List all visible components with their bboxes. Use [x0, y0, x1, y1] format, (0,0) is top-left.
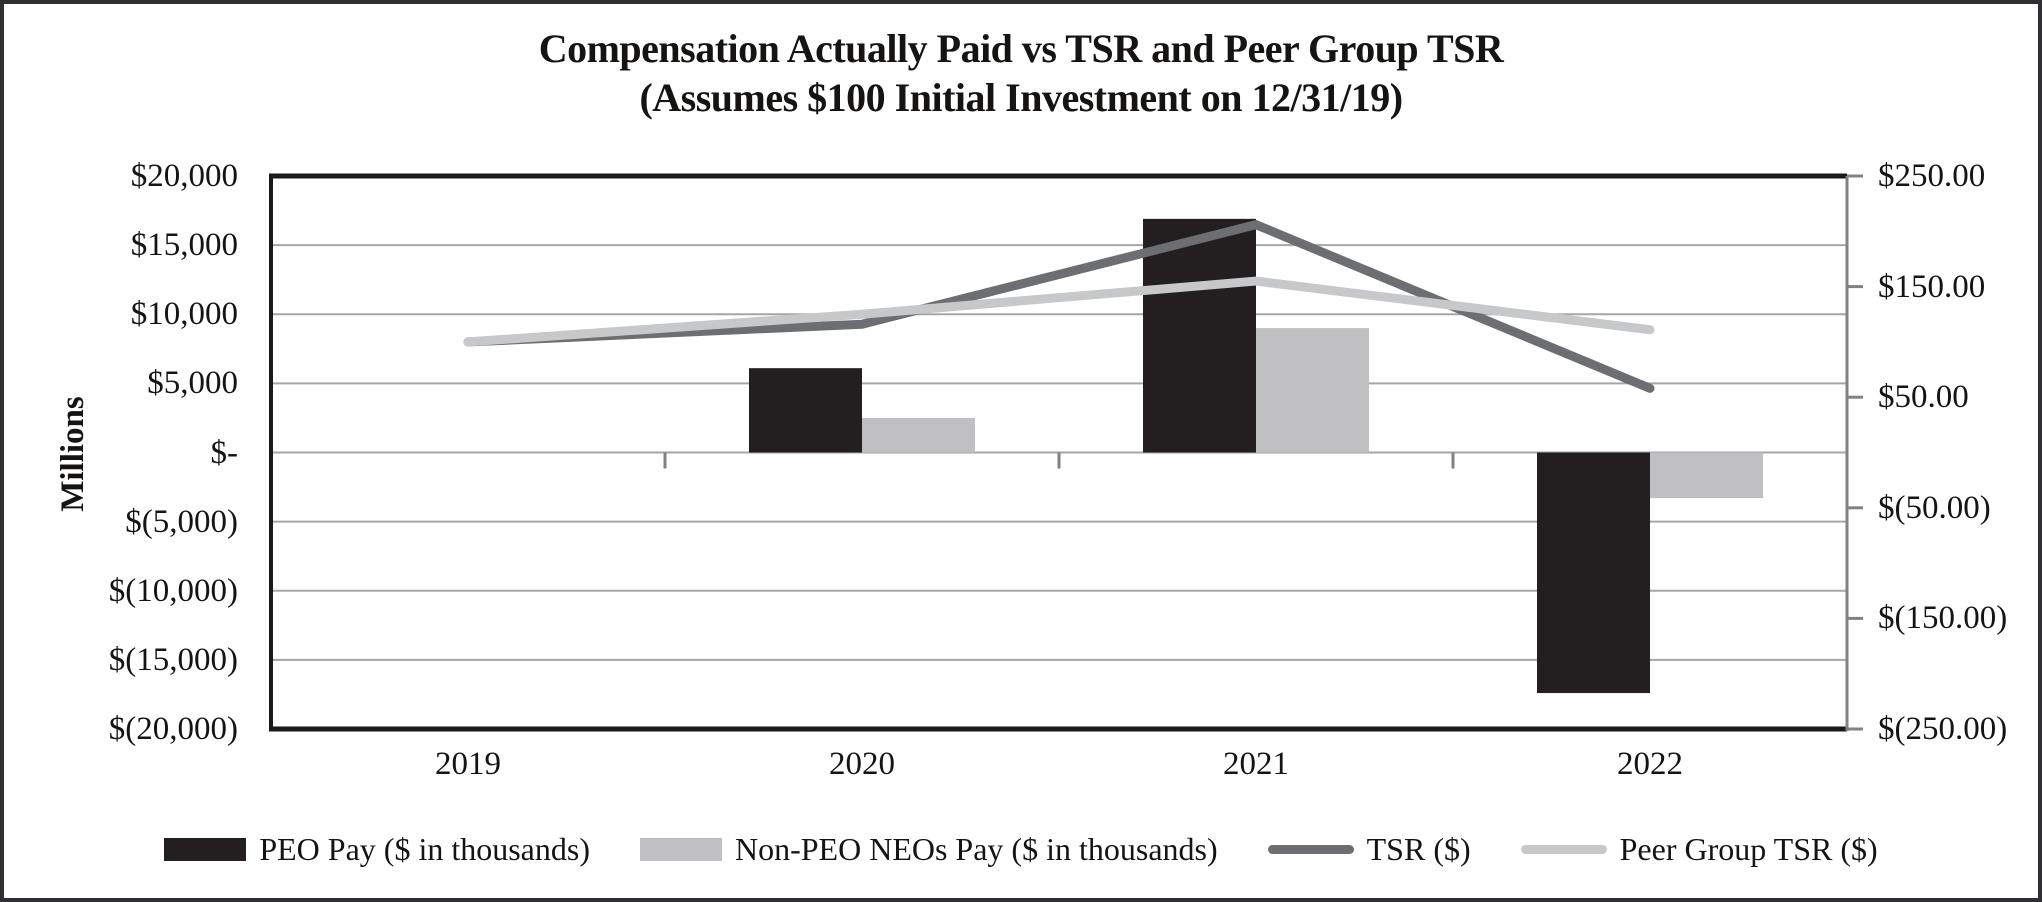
right-axis-tick-label: $(50.00) — [1878, 489, 1991, 526]
x-axis-year-label: 2019 — [435, 746, 501, 782]
left-axis-tick-label: $20,000 — [130, 158, 238, 194]
non-peo-neos-pay-bar-legend-swatch — [639, 837, 722, 861]
right-axis-tick-label: $(150.00) — [1878, 600, 2008, 637]
chart-title-line1: Compensation Actually Paid vs TSR and Pe… — [538, 26, 1504, 71]
chart-title: Compensation Actually Paid vs TSR and Pe… — [4, 24, 2038, 122]
legend: PEO Pay ($ in thousands) Non-PEO NEOs Pay… — [4, 826, 2038, 872]
x-axis-year-label: 2022 — [1617, 746, 1683, 782]
right-axis-tick-label: $250.00 — [1878, 158, 1986, 194]
left-axis-tick-label: $10,000 — [130, 296, 238, 333]
legend-item-non-peo-neos-pay-bar: Non-PEO NEOs Pay ($ in thousands) — [639, 830, 1218, 868]
left-axis-tick-label: $15,000 — [130, 227, 238, 264]
legend-item-tsr-line: TSR ($) — [1267, 830, 1471, 868]
peo-pay-bar — [1143, 218, 1256, 453]
peo-pay-bar-legend-swatch — [164, 837, 247, 861]
right-axis-tick-label: $(250.00) — [1878, 711, 2008, 747]
left-axis-tick-label: $(20,000) — [108, 711, 238, 747]
non-peo-neos-pay-bar — [862, 417, 975, 453]
chart-title-line2: (Assumes $100 Initial Investment on 12/3… — [639, 75, 1403, 120]
peo-pay-bar — [1537, 452, 1650, 694]
left-axis-tick-label: $- — [210, 434, 239, 471]
tsr-line-legend-swatch — [1267, 844, 1354, 854]
legend-item-peo-pay-bar: PEO Pay ($ in thousands) — [164, 831, 590, 868]
legend-label: TSR ($) — [1366, 830, 1471, 867]
legend-item-peer-group-tsr-line: Peer Group TSR ($) — [1520, 830, 1878, 868]
right-axis-tick-label: $50.00 — [1878, 379, 1969, 416]
left-axis-tick-label: $(15,000) — [108, 641, 238, 678]
non-peo-neos-pay-bar — [1256, 328, 1369, 453]
left-axis-tick-label: $(10,000) — [108, 572, 238, 609]
right-axis-tick-label: $150.00 — [1878, 268, 1986, 305]
legend-label: Non-PEO NEOs Pay ($ in thousands) — [734, 830, 1218, 867]
legend-label: Peer Group TSR ($) — [1619, 830, 1878, 867]
left-axis-tick-label: $5,000 — [147, 365, 238, 402]
peer-group-tsr-line — [463, 276, 1655, 347]
left-axis-tick-label: $(5,000) — [125, 503, 238, 540]
legend-label: PEO Pay ($ in thousands) — [259, 830, 590, 867]
peo-pay-bar — [749, 368, 862, 453]
non-peo-neos-pay-bar — [1650, 452, 1763, 499]
x-axis-year-label: 2020 — [829, 746, 895, 782]
peer-group-tsr-line-legend-swatch — [1520, 844, 1607, 854]
x-axis-year-label: 2021 — [1223, 746, 1289, 782]
